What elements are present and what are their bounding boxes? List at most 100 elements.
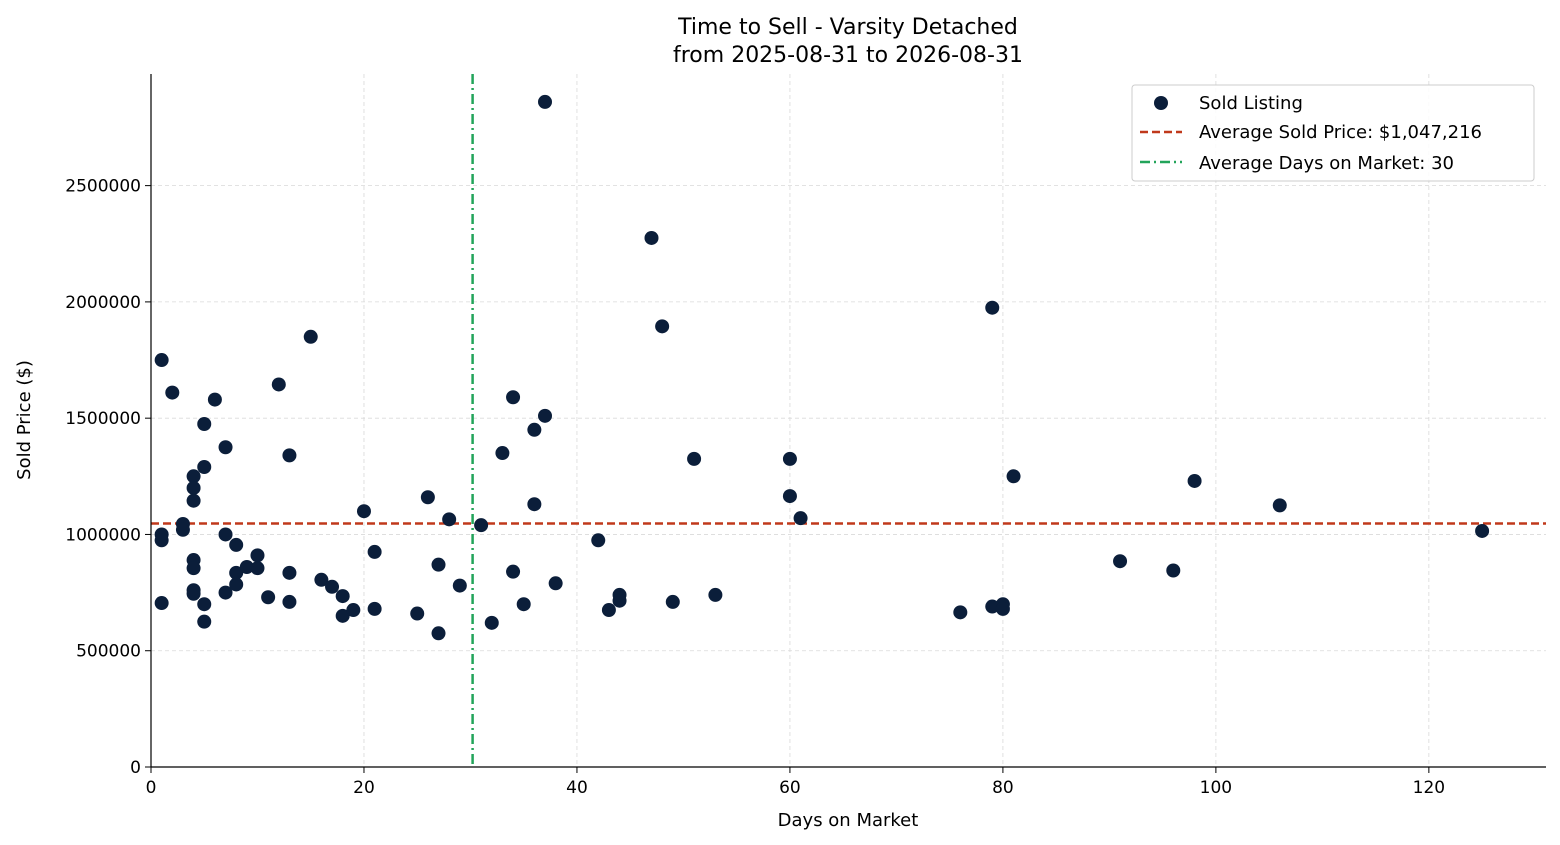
data-point <box>474 518 489 533</box>
data-point <box>506 390 521 405</box>
data-point <box>431 626 446 641</box>
data-point <box>218 585 233 600</box>
data-point <box>154 533 169 548</box>
data-point <box>1475 523 1490 538</box>
x-tick-label: 80 <box>992 778 1014 798</box>
data-point <box>250 548 265 563</box>
chart-subtitle: from 2025-08-31 to 2026-08-31 <box>673 43 1023 68</box>
y-tick-label: 0 <box>130 758 141 778</box>
data-point <box>782 489 797 504</box>
data-point <box>431 557 446 572</box>
data-point <box>495 446 510 461</box>
legend-label-avg-days: Average Days on Market: 30 <box>1199 153 1454 174</box>
data-point <box>708 587 723 602</box>
data-point <box>154 596 169 611</box>
data-point <box>410 606 425 621</box>
data-point <box>665 594 680 609</box>
data-point <box>985 599 1000 614</box>
data-point <box>261 590 276 605</box>
data-point <box>282 565 297 580</box>
data-point <box>335 608 350 623</box>
data-point <box>175 522 190 537</box>
y-axis-label: Sold Price ($) <box>14 360 35 480</box>
data-point <box>644 230 659 245</box>
y-tick-label: 2000000 <box>65 293 141 313</box>
reference-lines <box>151 74 1546 767</box>
data-point <box>442 512 457 527</box>
data-point <box>186 586 201 601</box>
data-point <box>239 560 254 575</box>
data-point <box>229 577 244 592</box>
data-point <box>207 392 222 407</box>
data-point <box>197 460 212 475</box>
data-point <box>612 593 627 608</box>
data-point <box>953 605 968 620</box>
y-tick-label: 1500000 <box>65 409 141 429</box>
legend-box <box>1131 84 1535 182</box>
data-point <box>154 353 169 368</box>
data-point <box>229 565 244 580</box>
data-point <box>484 615 499 630</box>
legend-label-sold-listing: Sold Listing <box>1199 93 1303 114</box>
data-point <box>1166 563 1181 578</box>
data-point <box>367 544 382 559</box>
data-point <box>538 94 553 109</box>
x-tick-label: 0 <box>146 778 157 798</box>
data-point <box>601 603 616 618</box>
data-point <box>1187 473 1202 488</box>
data-point <box>165 385 180 400</box>
data-point <box>218 527 233 542</box>
data-point <box>995 601 1010 616</box>
x-tick-label: 100 <box>1200 778 1232 798</box>
data-point <box>1113 554 1128 569</box>
data-point <box>420 490 435 505</box>
y-tick-label: 500000 <box>76 642 141 662</box>
data-point <box>335 589 350 604</box>
data-point <box>548 576 563 591</box>
data-point <box>282 594 297 609</box>
data-point <box>218 440 233 455</box>
data-point <box>452 578 467 593</box>
data-point <box>655 319 670 334</box>
data-point <box>527 422 542 437</box>
data-point <box>367 601 382 616</box>
y-tick-label: 1000000 <box>65 525 141 545</box>
data-point <box>538 408 553 423</box>
data-point <box>197 597 212 612</box>
data-point <box>1272 498 1287 513</box>
data-point <box>985 300 1000 315</box>
chart-title: Time to Sell - Varsity Detached <box>677 15 1018 40</box>
x-tick-label: 40 <box>566 778 588 798</box>
data-point <box>314 572 329 587</box>
data-point <box>197 416 212 431</box>
x-axis-label: Days on Market <box>778 810 919 831</box>
data-point <box>186 561 201 576</box>
data-point <box>516 597 531 612</box>
data-point <box>356 504 371 519</box>
data-points <box>154 94 1490 641</box>
data-point <box>186 469 201 484</box>
data-point <box>591 533 606 548</box>
data-point <box>250 561 265 576</box>
data-point <box>186 480 201 495</box>
data-point <box>197 614 212 629</box>
y-tick-label: 2500000 <box>65 177 141 197</box>
data-point <box>1006 469 1021 484</box>
data-point <box>793 511 808 526</box>
data-point <box>527 497 542 512</box>
axes: 0 20 40 60 80 100 120 0 500000 1000000 1500000 2000… <box>65 74 1546 798</box>
x-tick-label: 60 <box>779 778 801 798</box>
legend-marker-sold-listing <box>1154 96 1168 110</box>
x-tick-label: 20 <box>353 778 375 798</box>
data-point <box>325 579 340 594</box>
data-point <box>506 564 521 579</box>
x-tick-label: 120 <box>1413 778 1445 798</box>
data-point <box>186 493 201 508</box>
data-point <box>346 603 361 618</box>
data-point <box>687 451 702 466</box>
data-point <box>782 451 797 466</box>
legend: Sold Listing Average Sold Price: $1,047,… <box>1131 84 1535 182</box>
grid-lines <box>151 74 1546 767</box>
data-point <box>271 377 286 392</box>
